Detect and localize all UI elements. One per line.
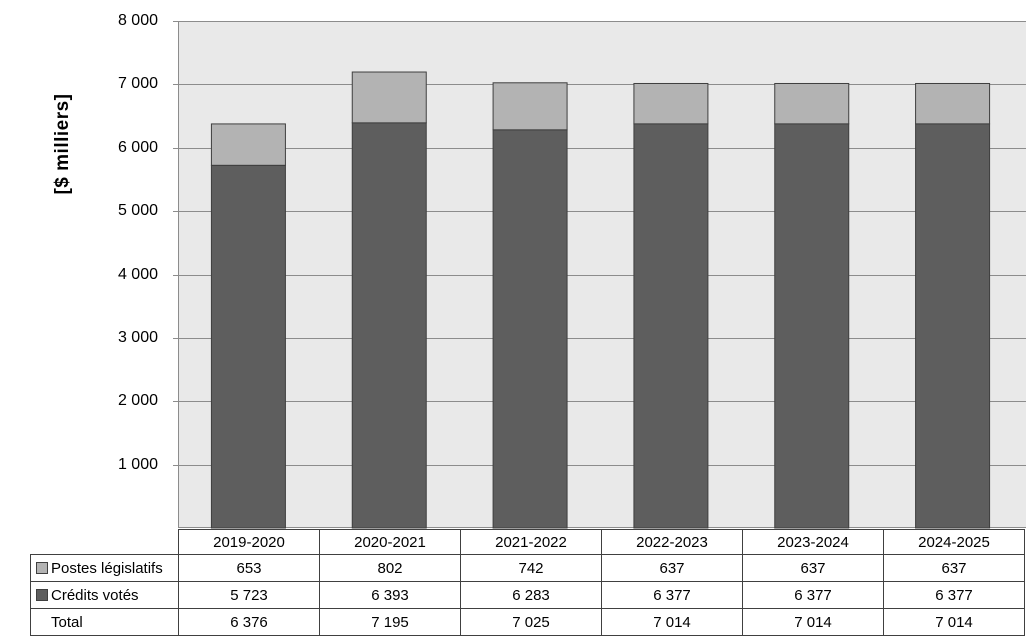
- row-label-credits-votes: Crédits votés: [30, 581, 179, 609]
- column-header-2023-2024: 2023-2024: [742, 529, 884, 555]
- cell-total-2022-2023: 7 014: [601, 608, 743, 636]
- cell-postes-2020-2021: 802: [319, 554, 461, 582]
- bar-postes-legislatifs-2024-2025: [915, 82, 991, 125]
- column-header-2021-2022: 2021-2022: [460, 529, 602, 555]
- column-header-2022-2023: 2022-2023: [601, 529, 743, 555]
- row-label-total: Total: [30, 608, 179, 636]
- cell-postes-2019-2020: 653: [178, 554, 320, 582]
- y-tick-label: 6 000: [117, 138, 158, 156]
- row-label-text: Postes législatifs: [51, 559, 163, 577]
- y-tick-label: 1 000: [117, 455, 158, 473]
- bar-credits-votes-2024-2025: [915, 123, 991, 529]
- y-tick-label: 2 000: [117, 392, 158, 410]
- bar-credits-votes-2022-2023: [633, 123, 709, 529]
- row-label-text: Total: [51, 613, 83, 631]
- bar-postes-legislatifs-2023-2024: [774, 82, 850, 125]
- cell-postes-2024-2025: 637: [883, 554, 1025, 582]
- cell-credits-2023-2024: 6 377: [742, 581, 884, 609]
- bar-postes-legislatifs-2022-2023: [633, 82, 709, 125]
- bar-credits-votes-2020-2021: [351, 122, 427, 529]
- table-corner-cell: [31, 530, 179, 555]
- data-table: 2019-2020 2020-2021 2021-2022 2022-2023 …: [30, 529, 1025, 636]
- cell-total-2023-2024: 7 014: [742, 608, 884, 636]
- postes-legislatifs-legend-swatch-icon: [36, 561, 48, 574]
- y-tick-label: 3 000: [117, 328, 158, 346]
- plot-area: [178, 21, 1026, 528]
- y-tick-label: 7 000: [117, 75, 158, 93]
- bar-postes-legislatifs-2020-2021: [351, 71, 427, 124]
- bar-credits-votes-2021-2022: [492, 129, 568, 529]
- y-tick-label: 4 000: [117, 265, 158, 283]
- cell-postes-2022-2023: 637: [601, 554, 743, 582]
- row-label-text: Crédits votés: [51, 586, 139, 604]
- bar-postes-legislatifs-2019-2020: [210, 123, 286, 166]
- table-row-total: Total 6 376 7 195 7 025 7 014 7 014 7 01…: [30, 608, 1025, 636]
- cell-total-2020-2021: 7 195: [319, 608, 461, 636]
- bar-postes-legislatifs-2021-2022: [492, 82, 568, 131]
- cell-credits-2021-2022: 6 283: [460, 581, 602, 609]
- table-row-credits-votes: Crédits votés 5 723 6 393 6 283 6 377 6 …: [30, 581, 1025, 609]
- cell-postes-2023-2024: 637: [742, 554, 884, 582]
- cell-credits-2019-2020: 5 723: [178, 581, 320, 609]
- cell-postes-2021-2022: 742: [460, 554, 602, 582]
- column-header-2024-2025: 2024-2025: [883, 529, 1025, 555]
- cell-credits-2022-2023: 6 377: [601, 581, 743, 609]
- column-header-2019-2020: 2019-2020: [178, 529, 320, 555]
- legend-spacer: [36, 617, 51, 627]
- bar-credits-votes-2019-2020: [210, 164, 286, 529]
- cell-total-2019-2020: 6 376: [178, 608, 320, 636]
- bar-credits-votes-2023-2024: [774, 123, 850, 529]
- y-tick-label: 8 000: [117, 12, 158, 29]
- table-row-postes-legislatifs: Postes législatifs 653 802 742 637 637 6…: [30, 554, 1025, 582]
- cell-total-2021-2022: 7 025: [460, 608, 602, 636]
- y-tick-label: 5 000: [117, 202, 158, 220]
- cell-total-2024-2025: 7 014: [883, 608, 1025, 636]
- cell-credits-2020-2021: 6 393: [319, 581, 461, 609]
- stacked-bar-chart: [173, 21, 1026, 529]
- row-label-postes-legislatifs: Postes législatifs: [30, 554, 179, 582]
- cell-credits-2024-2025: 6 377: [883, 581, 1025, 609]
- column-header-2020-2021: 2020-2021: [319, 529, 461, 555]
- credits-votes-legend-swatch-icon: [36, 588, 48, 601]
- table-header-row: 2019-2020 2020-2021 2021-2022 2022-2023 …: [31, 529, 1025, 555]
